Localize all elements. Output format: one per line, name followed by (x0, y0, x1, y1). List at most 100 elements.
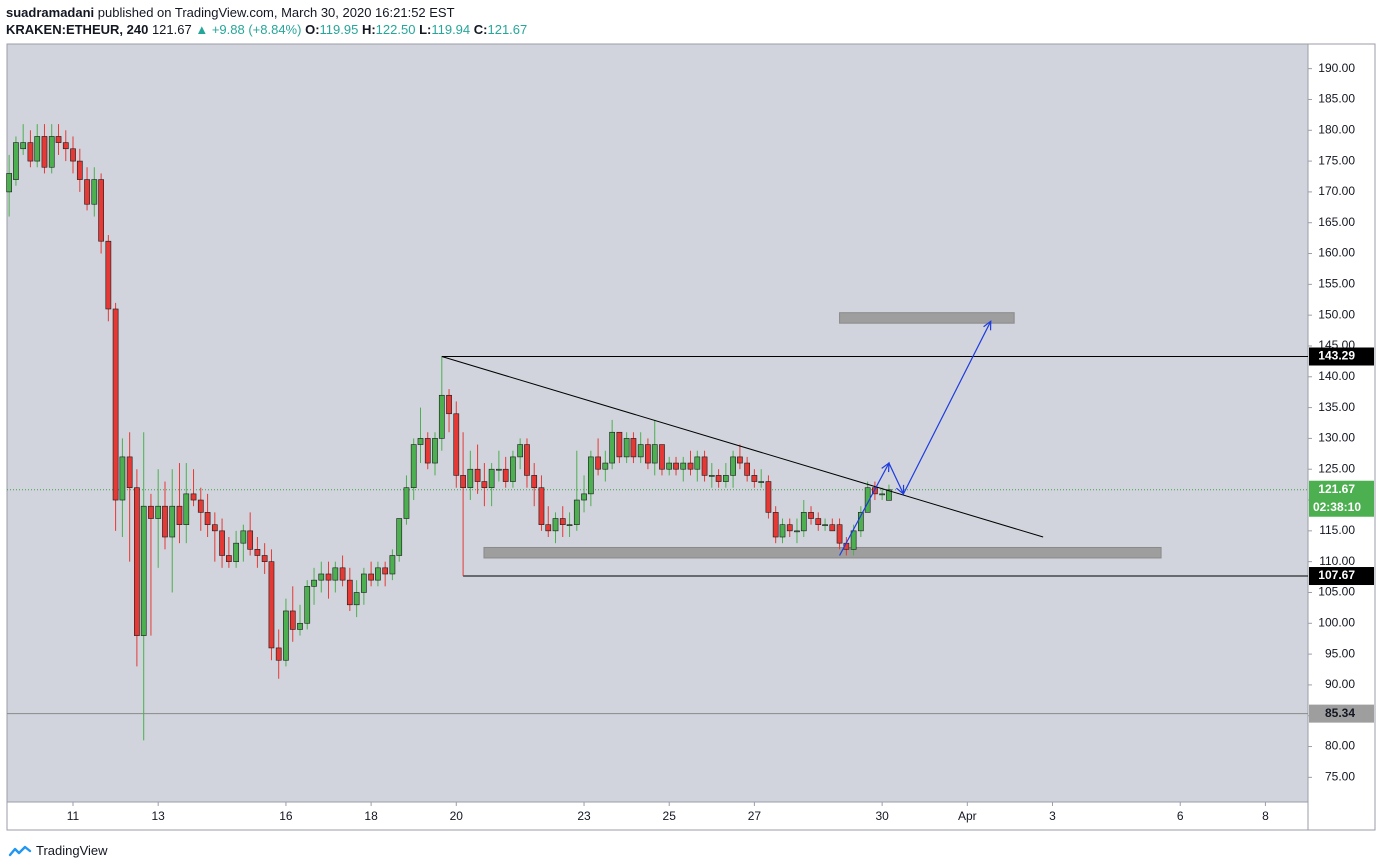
candle-body (155, 505, 162, 519)
candle-body (346, 579, 353, 606)
candle-body (687, 462, 694, 470)
candle-body (325, 573, 332, 581)
candle-body (673, 462, 679, 470)
y-tick-label: 95.00 (1325, 646, 1355, 660)
candle-body (879, 493, 885, 496)
candle-body (758, 481, 765, 483)
candle-body (496, 468, 502, 471)
candle-body (339, 567, 346, 581)
time-axis[interactable] (6, 801, 1309, 831)
level-price-tag[interactable] (1309, 347, 1374, 366)
candle-body (510, 456, 516, 482)
candle-body (240, 530, 247, 544)
candle-body (460, 475, 466, 489)
candle-body (410, 444, 417, 489)
candle-body (587, 456, 594, 495)
candle-body (808, 512, 814, 519)
brand-name: TradingView (36, 843, 108, 858)
level-price-tag-label: 107.67 (1318, 568, 1355, 582)
candle-body (283, 610, 289, 661)
candle-body (148, 505, 154, 519)
candle-body (403, 487, 410, 519)
y-tick-label: 160.00 (1318, 246, 1355, 260)
candle-body (375, 567, 381, 581)
projection-arrowhead (983, 320, 992, 331)
y-tick-label: 90.00 (1325, 677, 1355, 691)
candle-body (786, 524, 793, 532)
chart-border (6, 43, 1376, 831)
candle-body (41, 136, 48, 168)
candle-body (6, 173, 12, 193)
up-triangle-icon: ▲ (195, 22, 209, 37)
candle-body (794, 530, 800, 533)
candle-body (545, 524, 552, 532)
candle-body (368, 573, 374, 581)
candle-body (737, 456, 743, 464)
candle-body (226, 555, 232, 562)
candle-body (105, 240, 112, 310)
candle-body (389, 555, 396, 575)
candle-countdown-label: 02:38:10 (1313, 500, 1361, 514)
candle-body (211, 524, 218, 532)
candle-body (311, 579, 317, 587)
candle-body (183, 493, 190, 525)
y-tick-label: 110.00 (1319, 554, 1355, 568)
candle-body (772, 512, 779, 538)
price-axis[interactable] (1307, 43, 1376, 831)
candle-body (13, 142, 19, 180)
plot-area[interactable] (7, 44, 1308, 802)
descending-trendline[interactable] (441, 356, 1044, 538)
price-zone-rect[interactable] (483, 546, 1162, 559)
publish-info: suadramadani published on TradingView.co… (6, 5, 455, 20)
candle-body (84, 179, 90, 205)
candle-body (446, 394, 452, 415)
candle-body (91, 179, 98, 205)
candle-body (70, 148, 76, 162)
candle-body (34, 136, 41, 162)
candle-body (134, 487, 140, 636)
y-tick-label: 165.00 (1318, 215, 1355, 229)
close-label: C: (473, 22, 488, 37)
candle-body (822, 524, 828, 526)
candle-body (481, 481, 488, 489)
candle-body (566, 524, 573, 526)
low-value: 119.94 (431, 22, 471, 37)
candle-body (438, 394, 445, 439)
x-tick-label: 25 (663, 809, 677, 823)
tradingview-logo-icon (8, 845, 32, 856)
projection-path[interactable] (839, 321, 992, 556)
candle-body (730, 456, 736, 476)
candle-body (289, 610, 296, 630)
candle-body (233, 542, 239, 562)
candle-body (850, 530, 857, 550)
current-price-tag[interactable] (1309, 480, 1374, 517)
level-price-tag-label: 85.34 (1325, 706, 1355, 720)
x-tick-label: 11 (67, 809, 80, 823)
price-zone-rect[interactable] (839, 312, 1015, 324)
y-tick-label: 105.00 (1318, 585, 1355, 599)
candle-body (502, 468, 509, 482)
open-label: O: (305, 22, 320, 37)
projection-arrowhead (896, 484, 905, 496)
candle-body (701, 456, 708, 476)
candle-body (488, 468, 495, 489)
candle-body (297, 622, 303, 630)
high-label: H: (361, 22, 376, 37)
close-value: 121.67 (487, 22, 528, 37)
candle-body (275, 647, 282, 661)
candle-body (204, 512, 211, 525)
y-tick-label: 170.00 (1318, 184, 1355, 198)
candle-body (872, 487, 878, 495)
candle-body (751, 475, 758, 482)
candle-body (531, 475, 538, 489)
level-price-tag[interactable] (1309, 704, 1374, 723)
level-price-tag[interactable] (1309, 567, 1374, 586)
symbol-info: KRAKEN:ETHEUR, 240 121.67 ▲ +9.88 (+8.84… (6, 22, 527, 37)
candle-body (119, 456, 126, 501)
symbol-name[interactable]: KRAKEN:ETHEUR, 240 (6, 22, 149, 37)
author-name[interactable]: suadramadani (6, 5, 95, 20)
footer-brand[interactable]: TradingView (8, 843, 108, 858)
candle-body (708, 475, 715, 477)
x-tick-label: 8 (1262, 809, 1269, 823)
